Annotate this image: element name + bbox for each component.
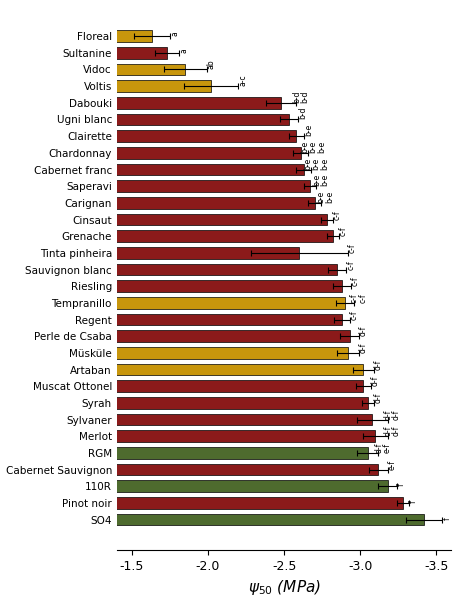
Bar <box>0 314 342 326</box>
Bar <box>0 97 281 109</box>
Bar <box>0 414 372 425</box>
Text: d-f: d-f <box>374 359 383 370</box>
Bar <box>0 213 327 226</box>
Text: b-e
b-e
b-e: b-e b-e b-e <box>300 140 326 153</box>
X-axis label: $\psi_{50}$ (MPa): $\psi_{50}$ (MPa) <box>248 578 321 598</box>
Bar <box>0 330 350 342</box>
Text: c-f: c-f <box>351 277 360 286</box>
Text: c-f: c-f <box>346 260 356 270</box>
Text: a: a <box>179 48 188 53</box>
Bar <box>0 380 363 392</box>
Bar <box>0 397 368 409</box>
Text: b-d
b-d: b-d b-d <box>292 90 309 103</box>
Text: f: f <box>409 500 418 503</box>
Text: d-f
e-f: d-f e-f <box>374 443 392 453</box>
Text: b-d: b-d <box>298 107 307 119</box>
Text: c-f
c-f: c-f c-f <box>350 293 367 303</box>
Text: d-f: d-f <box>371 376 380 386</box>
Text: c-f: c-f <box>348 243 357 253</box>
Text: c-f: c-f <box>350 310 359 320</box>
Bar <box>0 447 368 459</box>
Text: c-f: c-f <box>339 227 348 236</box>
Bar <box>0 497 403 509</box>
Text: d-f: d-f <box>359 343 368 353</box>
Bar <box>0 64 185 75</box>
Text: a: a <box>170 31 179 36</box>
Bar <box>0 297 345 309</box>
Bar <box>0 113 289 125</box>
Bar <box>0 163 304 175</box>
Bar <box>0 230 333 242</box>
Bar <box>0 431 375 442</box>
Bar <box>0 514 424 525</box>
Text: b-e
b-e
b-e: b-e b-e b-e <box>303 157 329 169</box>
Bar <box>0 130 296 142</box>
Bar <box>0 197 314 209</box>
Bar <box>0 247 299 259</box>
Text: e-f: e-f <box>388 459 397 470</box>
Bar <box>0 280 342 292</box>
Bar <box>0 364 363 376</box>
Bar <box>0 180 310 192</box>
Text: f: f <box>397 484 406 486</box>
Text: d-f: d-f <box>359 326 368 336</box>
Text: f: f <box>442 517 452 520</box>
Bar <box>0 30 152 42</box>
Bar <box>0 80 211 92</box>
Text: b-e
b-e: b-e b-e <box>312 174 329 186</box>
Bar <box>0 47 167 58</box>
Bar <box>0 481 388 492</box>
Text: c-f: c-f <box>333 210 342 219</box>
Bar <box>0 464 378 475</box>
Bar <box>0 147 301 159</box>
Text: d-f
d-f: d-f d-f <box>383 409 401 420</box>
Bar <box>0 347 348 359</box>
Text: d-f
d-f: d-f d-f <box>383 426 401 436</box>
Text: ab: ab <box>207 60 216 69</box>
Text: b-e: b-e <box>304 124 313 136</box>
Bar <box>0 264 337 276</box>
Text: b-e
b-e: b-e b-e <box>317 191 334 203</box>
Text: d-f: d-f <box>374 393 383 403</box>
Text: a-c: a-c <box>239 75 248 86</box>
